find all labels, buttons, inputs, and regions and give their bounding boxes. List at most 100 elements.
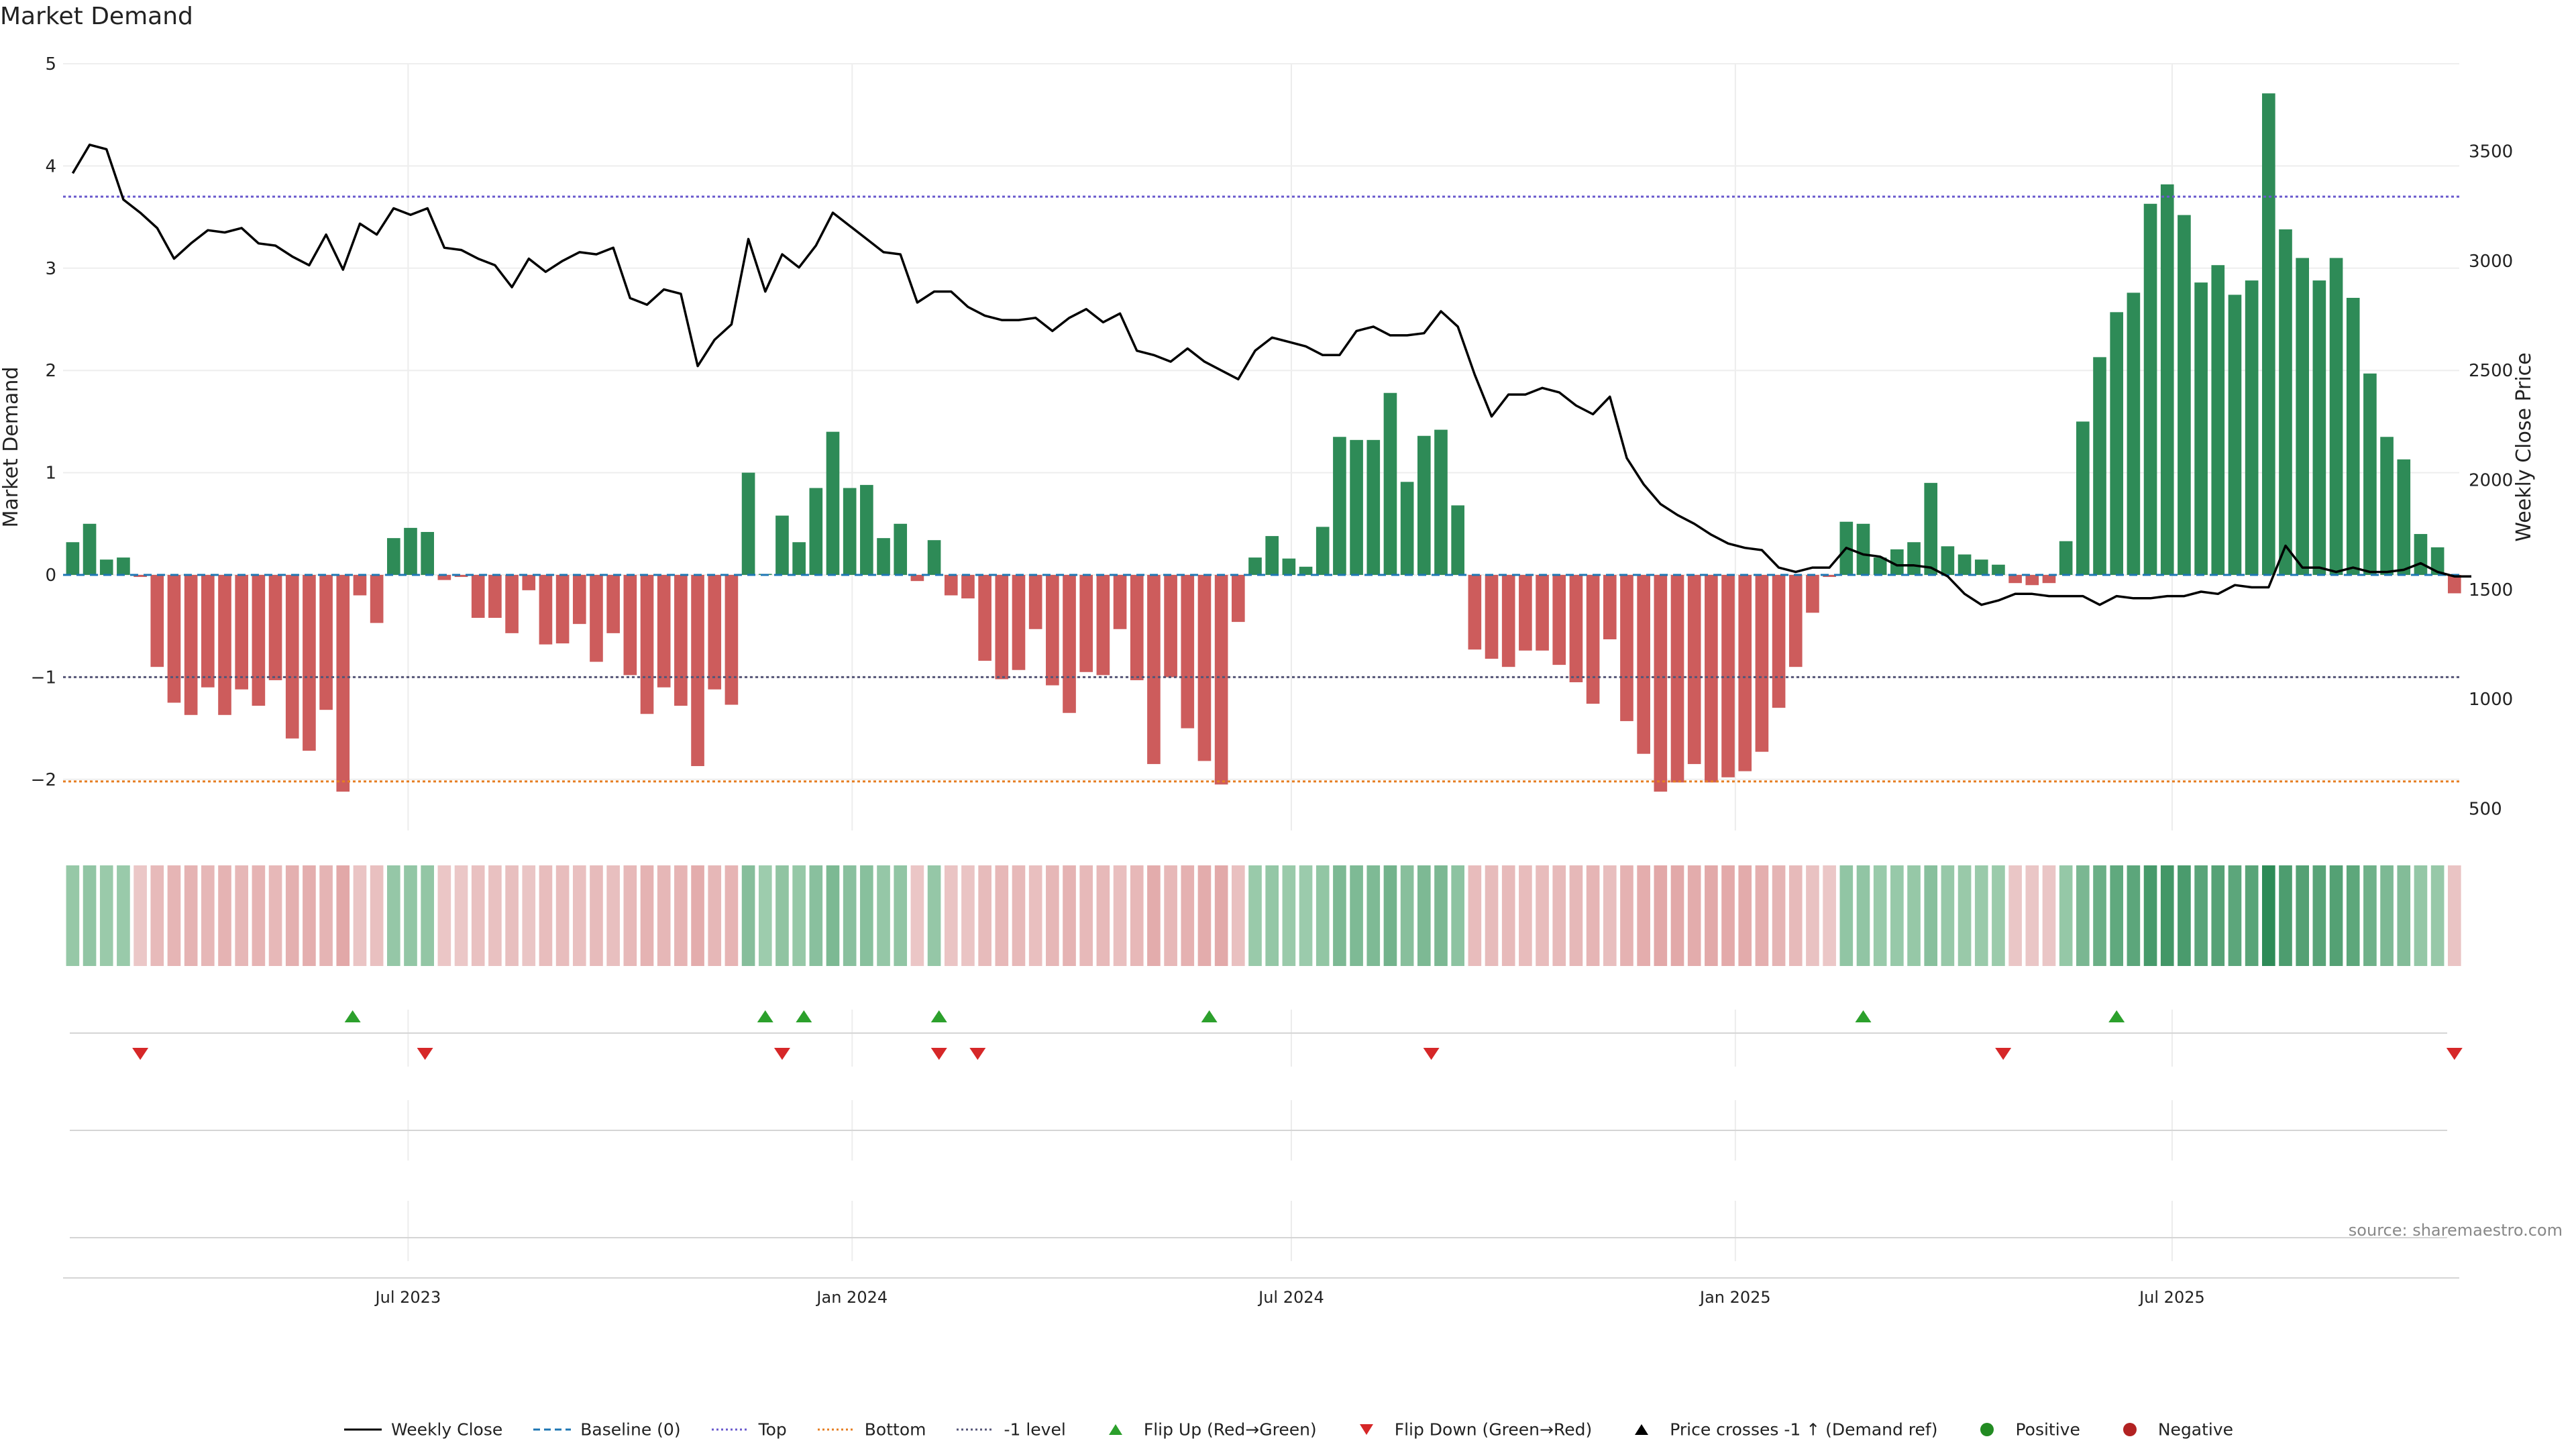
demand-bar	[1248, 557, 1262, 575]
demand-bar	[235, 575, 249, 690]
legend-item: Baseline (0)	[532, 1419, 681, 1439]
demand-bar	[1856, 523, 1870, 575]
demand-bar	[1806, 575, 1819, 613]
heat-cell	[1603, 865, 1617, 966]
demand-bar	[133, 575, 147, 578]
demand-bar	[1028, 575, 1042, 629]
demand-bar	[877, 538, 890, 575]
legend-label: Top	[758, 1419, 787, 1440]
heat-cell	[2279, 865, 2292, 966]
demand-bar	[2025, 575, 2039, 586]
heat-cell	[860, 865, 873, 966]
demand-bar	[268, 575, 282, 680]
heat-cell	[1705, 865, 1718, 966]
x-tick-label: Jul 2025	[2138, 1288, 2205, 1307]
heat-cell	[775, 865, 789, 966]
legend-item: Negative	[2110, 1419, 2233, 1439]
demand-bar	[1299, 566, 1313, 575]
heat-cell	[2194, 865, 2208, 966]
demand-bar	[1130, 575, 1144, 680]
demand-bar	[1383, 392, 1397, 575]
legend-swatch	[1635, 1424, 1649, 1435]
demand-bar	[252, 575, 266, 706]
demand-bar	[2194, 282, 2208, 575]
legend-label: -1 level	[1004, 1419, 1066, 1440]
flip-up-marker	[930, 1010, 947, 1022]
legend-swatch	[957, 1428, 995, 1431]
heat-cell	[1248, 865, 1262, 966]
flip-up-marker	[1855, 1010, 1872, 1022]
demand-bar	[555, 575, 570, 644]
demand-bar	[843, 488, 857, 575]
heat-cell	[1485, 865, 1499, 966]
heat-cell	[2110, 865, 2124, 966]
heat-cell	[1772, 865, 1786, 966]
demand-bar	[1721, 575, 1735, 777]
demand-bar	[117, 557, 130, 575]
heat-cell	[505, 865, 519, 966]
heat-cell	[640, 865, 654, 966]
heat-cell	[1113, 865, 1127, 966]
heat-cell	[1890, 865, 1904, 966]
heat-cell	[437, 865, 451, 966]
heat-cell	[2329, 865, 2343, 966]
heat-cell	[1738, 865, 1752, 966]
y2-tick-label: 3500	[2469, 142, 2513, 162]
demand-bar	[1924, 482, 1938, 575]
demand-bar	[572, 575, 586, 625]
demand-bar	[2262, 93, 2275, 576]
heat-cell	[268, 865, 282, 966]
heat-cell	[150, 865, 164, 966]
heat-cell	[133, 865, 147, 966]
heat-cell	[1164, 865, 1177, 966]
demand-bar	[775, 515, 789, 575]
demand-bar	[1873, 557, 1887, 575]
demand-bar	[860, 484, 873, 575]
flip-down-marker	[969, 1048, 986, 1060]
demand-bar	[2346, 297, 2360, 575]
y-tick-label: 0	[45, 566, 56, 586]
flip-down-marker	[773, 1048, 790, 1060]
heat-cell	[691, 865, 704, 966]
heat-cell	[2397, 865, 2411, 966]
legend-item: Bottom	[816, 1419, 926, 1439]
y2-tick-label: 3000	[2469, 252, 2513, 272]
demand-bar	[471, 575, 485, 619]
heat-cell	[1147, 865, 1161, 966]
demand-bar	[1451, 505, 1464, 575]
demand-bar	[606, 575, 620, 633]
demand-bar	[1788, 575, 1803, 667]
demand-bar	[2329, 258, 2343, 575]
heat-cell	[741, 865, 755, 966]
heat-cell	[877, 865, 890, 966]
demand-bar	[1519, 575, 1532, 651]
x-tick-label: Jul 2024	[1257, 1288, 1324, 1307]
heat-cell	[1974, 865, 1988, 966]
y-tick-label: 4	[45, 156, 56, 176]
heat-cell	[2228, 865, 2242, 966]
heat-cell	[978, 865, 991, 966]
demand-bar	[1282, 558, 1296, 575]
heat-cell	[370, 865, 384, 966]
demand-bar	[995, 575, 1009, 680]
heat-cell	[319, 865, 333, 966]
demand-bar	[1333, 437, 1346, 575]
demand-bar	[1637, 575, 1650, 754]
heat-cell	[623, 865, 637, 966]
demand-bar	[505, 575, 519, 633]
heat-cell	[2025, 865, 2039, 966]
heat-cell	[353, 865, 367, 966]
demand-bar	[454, 575, 468, 578]
heat-cell	[1181, 865, 1195, 966]
y-tick-label: 1	[45, 464, 56, 484]
demand-bar	[1265, 536, 1279, 575]
demand-bar	[1772, 575, 1786, 708]
heat-cell	[83, 865, 97, 966]
demand-bar	[741, 472, 755, 575]
demand-bar	[2363, 373, 2377, 575]
demand-bar	[826, 431, 840, 575]
legend-label: Weekly Close	[390, 1419, 503, 1440]
heat-cell	[167, 865, 181, 966]
heat-cell	[1907, 865, 1921, 966]
